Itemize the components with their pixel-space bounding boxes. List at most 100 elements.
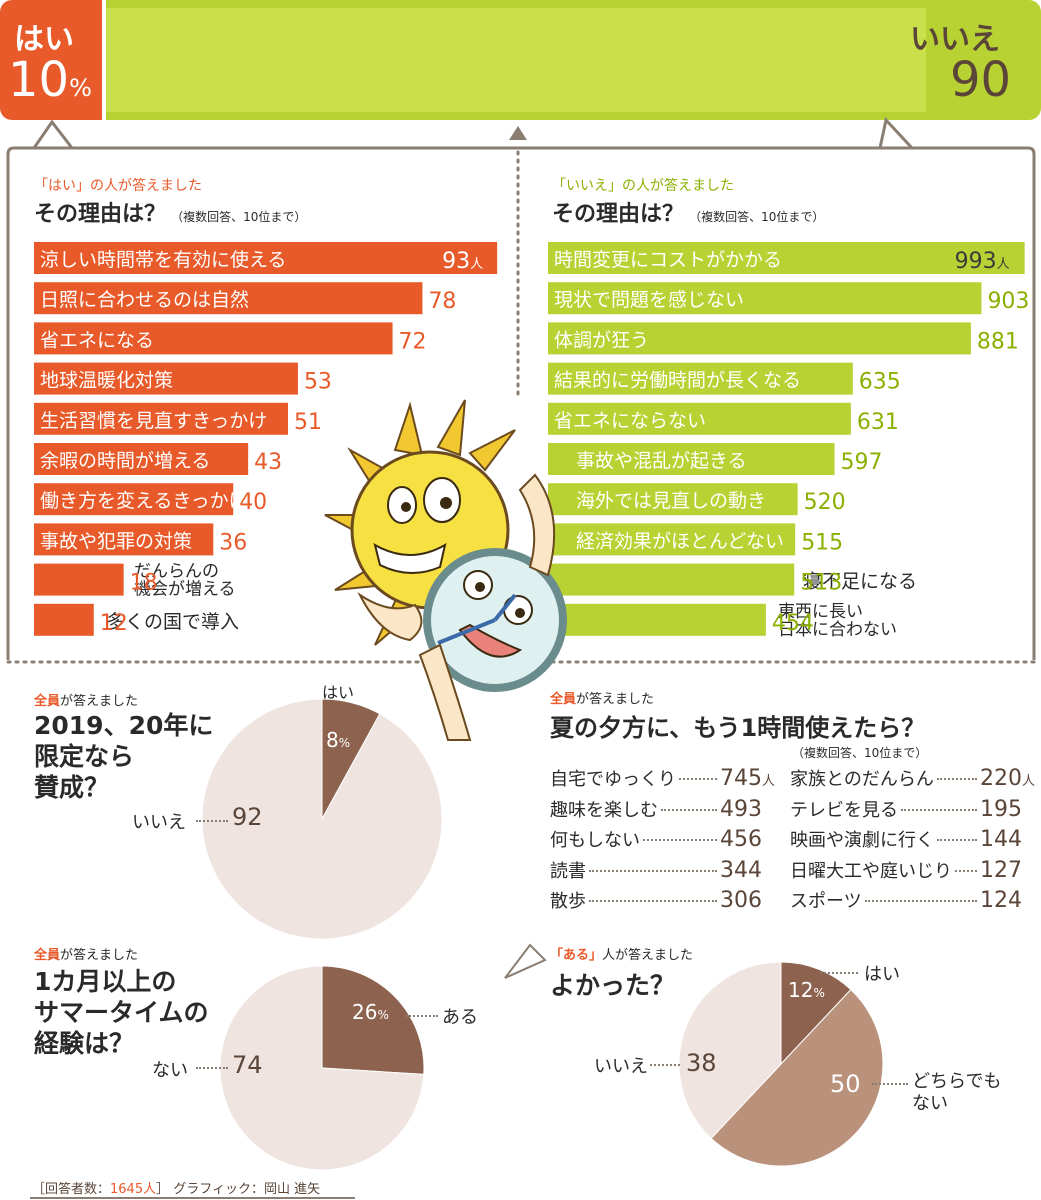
top-yes-value: 10% <box>8 52 92 108</box>
sun-leg <box>418 643 472 741</box>
yes-reasons-heading: その理由は？ （複数回答、10位まで） <box>34 196 306 228</box>
evening-item-value: 124 <box>980 888 1022 913</box>
evening-item-label: 家族とのだんらん <box>790 769 934 790</box>
evening-leader-dots <box>661 808 717 811</box>
evening-leader-dots <box>901 808 977 811</box>
bar-5 <box>34 402 288 435</box>
pie-slice-2 <box>220 966 424 1170</box>
experience-yes-leader <box>406 1015 438 1017</box>
bar-3 <box>548 322 971 355</box>
bar-label-4: 結果的に労働時間が長くなる <box>554 370 801 392</box>
limited-pre: 全員が答えました <box>34 690 138 709</box>
bar-9 <box>548 563 795 596</box>
experience-yes-pct: % <box>377 1008 389 1022</box>
limited-yes-pct: % <box>338 736 351 750</box>
top-no-inner-panel <box>106 8 926 112</box>
clock-pupil-left <box>475 582 485 592</box>
bar-value-10: 12 <box>100 611 128 636</box>
evening-leader-dots <box>679 778 717 780</box>
pie-slice-3 <box>679 962 782 1140</box>
bar-8 <box>34 523 214 556</box>
bar-2 <box>548 282 982 315</box>
outer-frame <box>14 146 1036 660</box>
evening-list-right: 家族とのだんらん 220 人テレビを見る 195 映画や演劇に行く 144 日曜大工や庭いじ… <box>790 765 1036 918</box>
evening-item-label: 映画や演劇に行く <box>790 830 934 851</box>
experience-yes-value: 26% <box>352 1000 389 1024</box>
evening-pre-rest: が答えました <box>576 692 655 707</box>
bar-value-2: 78 <box>428 289 456 314</box>
yes-reasons-pre: 「はい」の人が答えました <box>34 178 202 194</box>
good-mid-leader <box>872 1083 908 1085</box>
experience-yes-label: ある <box>442 1007 478 1028</box>
limited-yes-value: 8% <box>326 728 350 752</box>
good-no-leader <box>650 1064 680 1066</box>
bar-1 <box>548 242 1025 274</box>
evening-item-value: 144 <box>980 827 1022 852</box>
evening-leader-dots <box>864 900 977 902</box>
limited-yes-number: 8 <box>326 728 339 752</box>
evening-row-left-5: 散歩 306 <box>550 887 776 918</box>
bar-label-9: 機会が増える <box>134 580 236 600</box>
limited-no-leader <box>196 820 228 822</box>
footer-count: 1645人 <box>110 1182 157 1197</box>
bar-value-7: 520 <box>804 490 846 515</box>
evening-item-value: 127 <box>980 857 1022 883</box>
bar-9 <box>34 563 124 596</box>
bar-label-7: 海外では見直しの動き <box>576 490 766 512</box>
evening-item-label: 読書 <box>550 860 586 882</box>
no-reasons-heading: その理由は？ （複数回答、10位まで） <box>552 196 824 228</box>
evening-item-label: 散歩 <box>550 891 586 912</box>
good-yes-pct: % <box>813 986 825 1000</box>
good-no-value: 38 <box>686 1049 717 1077</box>
speech-pointer <box>504 943 547 979</box>
good-yes-number: 12 <box>788 978 814 1002</box>
no-pointer <box>878 116 916 150</box>
experience-pie-chart <box>220 966 424 1170</box>
top-divider-dots <box>102 0 109 120</box>
evening-item-label: スポーツ <box>790 891 862 912</box>
evening-title: 夏の夕方に、もう1時間使えたら？ <box>550 714 926 742</box>
bar-value-9: 513 <box>800 571 842 596</box>
good-pie-chart <box>679 962 883 1166</box>
bar-8 <box>548 523 796 556</box>
evening-leader-dots <box>955 869 977 872</box>
evening-item-unit: 人 <box>1022 774 1036 789</box>
evening-item-value: 195 <box>980 796 1022 822</box>
evening-item-label: 趣味を楽しむ <box>550 799 658 821</box>
limited-pre-rest: が答えました <box>60 694 139 709</box>
bar-value-4: 53 <box>304 370 332 395</box>
evening-item-value: 456 <box>720 827 762 852</box>
evening-row-right-5: スポーツ 124 <box>790 887 1036 918</box>
top-no-label: いいえ <box>910 22 1000 57</box>
good-yes-label: はい <box>864 964 900 985</box>
sun-arm-right <box>518 473 556 577</box>
limited-pie-chart <box>202 699 442 939</box>
bar-value-5: 51 <box>294 410 322 435</box>
no-reasons-note: （複数回答、10位まで） <box>689 210 825 224</box>
experience-yes-number: 26 <box>352 1000 378 1024</box>
bar-4 <box>34 362 298 395</box>
bar-value-10: 454 <box>772 611 814 636</box>
bar-label-6: 事故や混乱が起きる <box>576 450 747 472</box>
evening-item-value: 344 <box>720 857 762 883</box>
evening-row-right-1: 家族とのだんらん 220 人 <box>790 765 1036 796</box>
yes-reasons-note: （複数回答、10位まで） <box>171 210 307 224</box>
experience-title: 1カ月以上の サマータイムの 経験は？ <box>34 967 209 1058</box>
top-yes-pct: % <box>69 74 92 102</box>
sun-arm-left <box>357 592 423 642</box>
bar-label-7: 働き方を変えるきっかけ <box>40 490 248 512</box>
bar-value-3: 881 <box>977 329 1019 354</box>
clock-mouth <box>458 623 523 658</box>
pie-slice-2 <box>202 699 442 939</box>
bar-label-10: 東西に長い <box>778 602 863 622</box>
bar-label-9: 寝不足になる <box>803 571 917 593</box>
limited-no-value: 92 <box>232 803 263 831</box>
evening-pre: 全員が答えました <box>550 688 654 707</box>
evening-row-left-1: 自宅でゆっくり 745 人 <box>550 765 776 796</box>
evening-leader-dots <box>589 900 717 902</box>
bar-value-9: 18 <box>130 571 158 596</box>
good-yes-leader <box>820 972 858 974</box>
bar-label-1: 涼しい時間帯を有効に使える <box>40 249 286 271</box>
clock-hand-long <box>437 618 496 645</box>
footer-suffix: ］ グラフィック：岡山 進矢 <box>156 1182 321 1197</box>
